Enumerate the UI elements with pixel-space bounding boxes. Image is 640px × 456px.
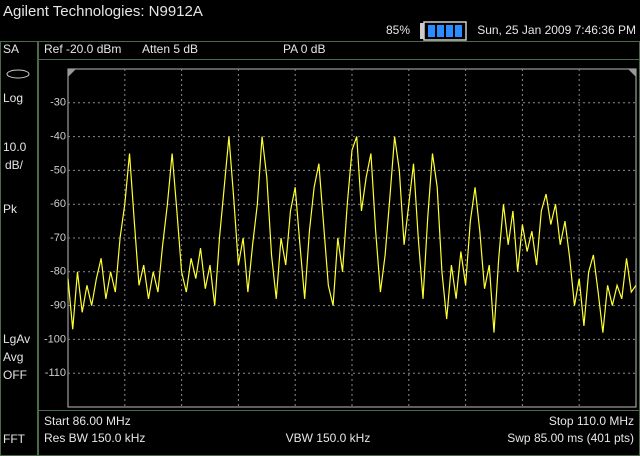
detector: Pk [3, 202, 18, 216]
y-tick-label: -100 [44, 333, 66, 345]
y-tick-label: -110 [45, 367, 66, 379]
trace [67, 136, 637, 333]
y-tick-label: -80 [50, 266, 66, 278]
scale: 10.0 [3, 140, 27, 154]
mode: SA [3, 42, 19, 56]
corner-marker [628, 69, 636, 77]
avg-state: OFF [3, 368, 27, 382]
start-freq: Start 86.00 MHz [44, 414, 131, 428]
app-title: Agilent Technologies: N9912A [3, 3, 203, 20]
avg-label: Avg [3, 350, 23, 364]
ref-level: Ref -20.0 dBm [44, 42, 121, 56]
y-tick-label: -30 [50, 97, 66, 109]
preamp: PA 0 dB [283, 42, 325, 56]
scale-unit: dB/ [5, 158, 24, 172]
stop-freq: Stop 110.0 MHz [549, 414, 634, 428]
corner-marker [68, 69, 76, 77]
fft-mode: FFT [3, 432, 26, 446]
vbw: VBW 150.0 kHz [286, 431, 371, 445]
y-tick-label: -70 [50, 232, 66, 244]
scale-type: Log [3, 91, 23, 105]
plot: -30 -40 -50 -60 -70 -80 -90 -100 -110 [44, 69, 637, 407]
y-tick-label: -90 [50, 300, 66, 312]
sweep-time: Swp 85.00 ms (401 pts) [507, 431, 634, 445]
y-tick-label: -60 [50, 198, 66, 210]
battery-level: 85% [386, 23, 410, 37]
y-tick-label: -40 [50, 131, 66, 143]
attenuation: Atten 5 dB [142, 42, 198, 56]
battery-icon [420, 21, 467, 41]
sweep-icon [6, 69, 30, 79]
y-tick-label: -50 [50, 164, 66, 176]
res-bw: Res BW 150.0 kHz [44, 431, 145, 445]
date-time: Sun, 25 Jan 2009 7:46:36 PM [477, 23, 636, 37]
avg-type: LgAv [3, 332, 30, 346]
